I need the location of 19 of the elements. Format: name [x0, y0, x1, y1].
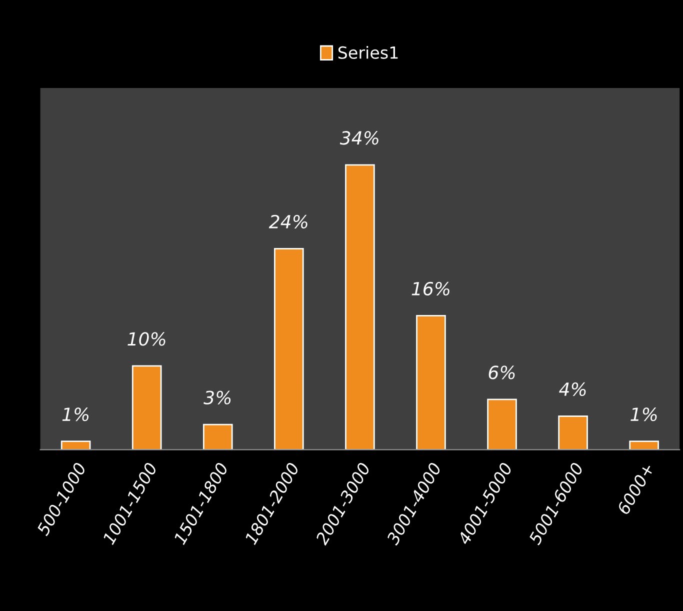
bar — [345, 164, 375, 450]
bar — [416, 314, 446, 450]
data-label: 3% — [204, 390, 231, 404]
data-label: 10% — [128, 332, 166, 346]
bar — [274, 248, 304, 450]
bar — [60, 440, 91, 450]
bar — [487, 398, 517, 450]
bar — [629, 440, 659, 450]
bar — [202, 424, 233, 450]
legend-label: Series1 — [338, 46, 398, 59]
bar — [132, 365, 162, 450]
data-label: 16% — [412, 282, 450, 296]
data-label: 1% — [62, 407, 88, 422]
data-label: 4% — [559, 382, 586, 396]
data-label: 6% — [488, 366, 515, 380]
bar — [558, 415, 588, 450]
data-label: 24% — [268, 214, 308, 228]
data-label: 34% — [340, 131, 378, 145]
data-label: 1% — [630, 407, 657, 422]
